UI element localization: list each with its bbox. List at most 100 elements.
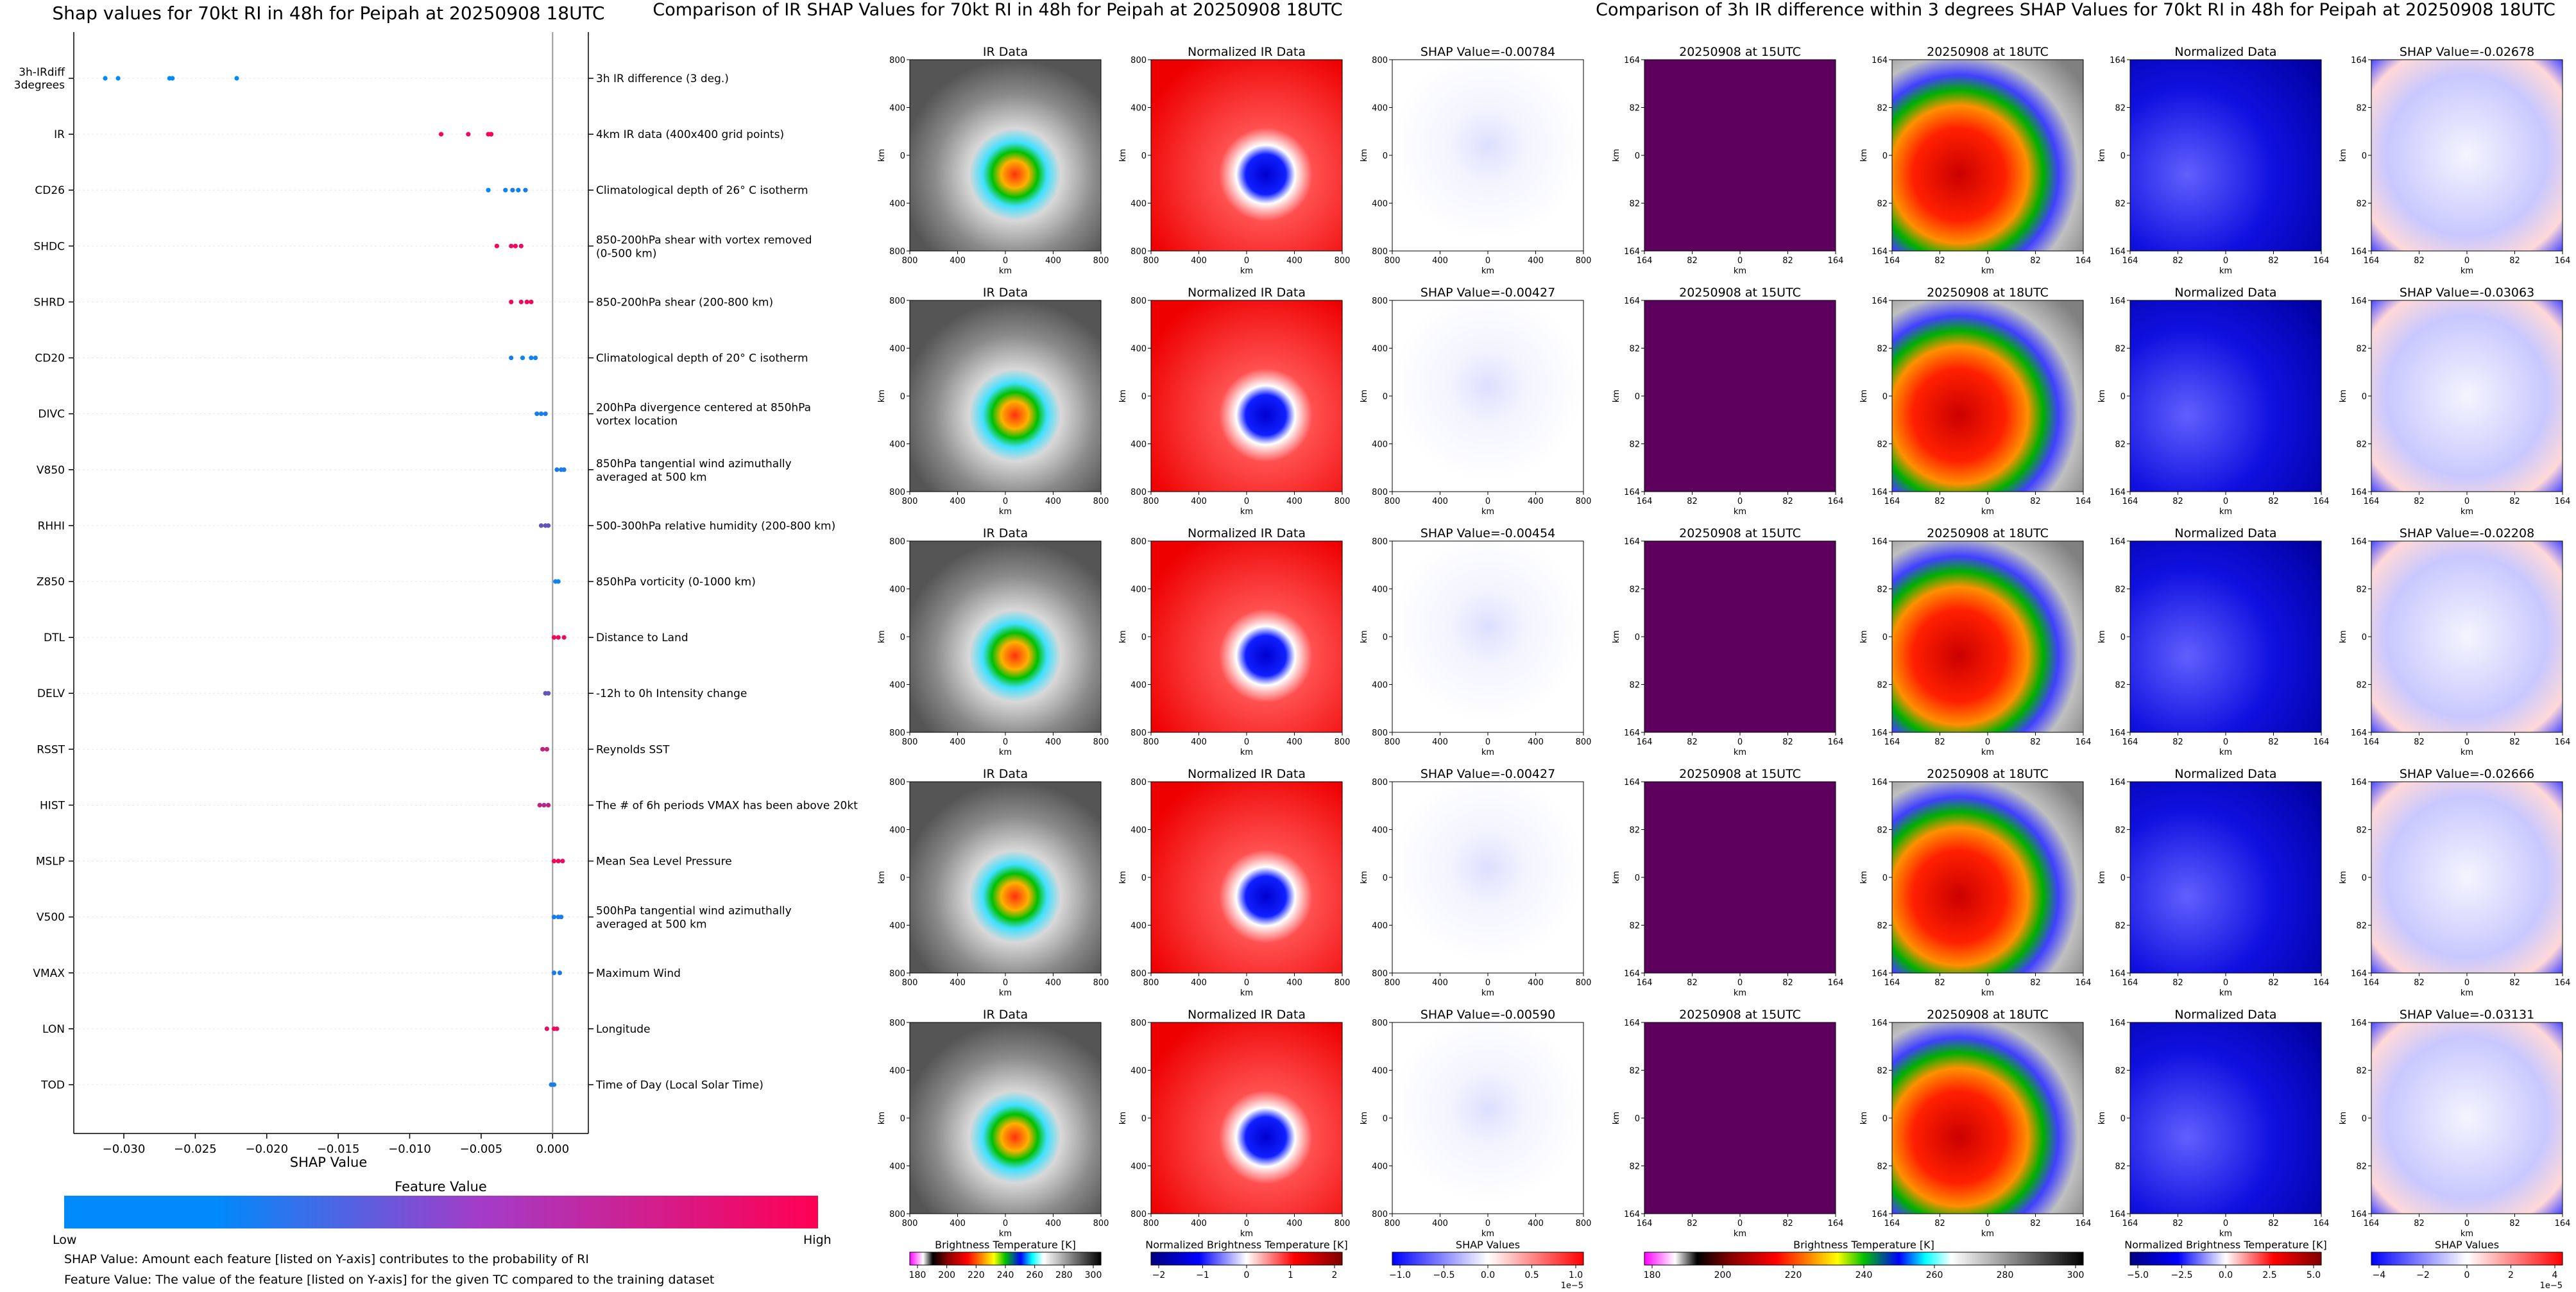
x-tick-label: 400 bbox=[1191, 737, 1207, 747]
x-tick-label: 82 bbox=[2509, 978, 2520, 988]
y-tick-label: 0 bbox=[2362, 151, 2367, 161]
y-tick-label: 82 bbox=[2356, 440, 2367, 450]
y-tick-label: 0 bbox=[2120, 874, 2126, 883]
y-tick-label: 0 bbox=[900, 874, 905, 883]
x-tick-label: 164 bbox=[1637, 737, 1653, 747]
x-tick-label: 0 bbox=[2223, 1219, 2228, 1228]
y-tick-label: 0 bbox=[2362, 1114, 2367, 1124]
x-tick-label: −0.010 bbox=[388, 1142, 431, 1156]
y-tick-label: 82 bbox=[2115, 826, 2126, 836]
colorbar-tick-label: 0 bbox=[2464, 1270, 2470, 1280]
y-axis-unit: km bbox=[1612, 1112, 1621, 1124]
x-tick-label: 400 bbox=[950, 978, 966, 988]
ir-shap-image-title: SHAP Value=-0.00427 bbox=[1420, 767, 1555, 781]
x-tick-label: 164 bbox=[2555, 737, 2571, 747]
shap-point bbox=[551, 635, 557, 640]
diff-panel: Comparison of 3h IR difference within 3 … bbox=[1596, 0, 2571, 1291]
diff-shap-image bbox=[2371, 1022, 2563, 1214]
y-tick-label: 400 bbox=[889, 200, 905, 209]
x-tick-label: 164 bbox=[2364, 737, 2380, 747]
y-tick-label: 400 bbox=[889, 681, 905, 691]
y-tick-label: 400 bbox=[1372, 1067, 1388, 1076]
y-tick-label: 0 bbox=[1635, 392, 1640, 402]
feature-description-label: 500hPa tangential wind azimuthally averag… bbox=[596, 905, 792, 931]
y-tick-label: 82 bbox=[2356, 345, 2367, 354]
shap-point bbox=[554, 467, 559, 472]
y-axis-unit: km bbox=[2097, 630, 2107, 643]
x-tick-label: 82 bbox=[2268, 737, 2279, 747]
y-axis-unit: km bbox=[1118, 630, 1128, 643]
x-tick-label: 400 bbox=[1045, 497, 1061, 506]
x-axis-unit: km bbox=[2219, 1229, 2232, 1239]
y-tick-label: 164 bbox=[1624, 247, 1640, 257]
x-tick-label: 164 bbox=[2555, 978, 2571, 988]
x-tick-label: 0 bbox=[1985, 978, 1990, 988]
feature-description-labels: 3h IR difference (3 deg.) 4km IR data (40… bbox=[588, 73, 858, 1092]
x-tick-label: 800 bbox=[1093, 256, 1109, 266]
x-tick-label: 0 bbox=[1985, 1219, 1990, 1228]
colorbar-tick-label: 260 bbox=[1026, 1270, 1043, 1280]
x-tick-label: 0 bbox=[1985, 497, 1990, 506]
x-axis-unit: km bbox=[2219, 748, 2232, 757]
note-shap-value: SHAP Value: Amount each feature [listed … bbox=[64, 1252, 589, 1266]
colorbar-gradient bbox=[1150, 1252, 1343, 1266]
x-tick-label: 164 bbox=[2122, 256, 2138, 266]
x-tick-label: 400 bbox=[1286, 497, 1302, 506]
x-tick-label: 400 bbox=[1432, 1219, 1448, 1228]
y-tick-label: 164 bbox=[2351, 488, 2367, 497]
colorbar-tick-label: 200 bbox=[1714, 1270, 1732, 1280]
y-tick-label: 164 bbox=[1624, 488, 1640, 497]
y-tick-label: 800 bbox=[1130, 969, 1147, 979]
x-tick-label: 0 bbox=[2464, 497, 2469, 506]
ir-panel-title: Comparison of IR SHAP Values for 70kt RI… bbox=[653, 0, 1342, 20]
y-tick-label: 82 bbox=[1877, 585, 1888, 595]
y-tick-label: 400 bbox=[1130, 200, 1147, 209]
ir-18utc-image-title: 20250908 at 18UTC bbox=[1927, 526, 2049, 540]
diff-shap-image-title: SHAP Value=-0.02678 bbox=[2400, 45, 2534, 59]
y-tick-label: 800 bbox=[1372, 488, 1388, 497]
y-tick-label: 0 bbox=[1635, 633, 1640, 642]
y-axis-unit: km bbox=[1859, 1112, 1869, 1124]
x-tick-label: 82 bbox=[2030, 737, 2041, 747]
shap-point bbox=[510, 187, 515, 193]
x-axis-unit: km bbox=[999, 748, 1012, 757]
x-axis-unit: km bbox=[1240, 1229, 1253, 1239]
x-tick-label: 164 bbox=[2364, 1219, 2380, 1228]
shap-point bbox=[551, 1082, 557, 1087]
x-tick-label: 400 bbox=[950, 737, 966, 747]
y-tick-label: 164 bbox=[1872, 56, 1888, 65]
y-tick-label: 82 bbox=[2115, 104, 2126, 114]
shap-point bbox=[546, 523, 551, 528]
feature-code-label: IR bbox=[54, 128, 65, 141]
y-axis-unit: km bbox=[2097, 1112, 2107, 1124]
y-tick-label: 82 bbox=[1877, 440, 1888, 450]
feature-code-label: Z850 bbox=[37, 576, 65, 589]
feature-code-label: V850 bbox=[37, 464, 65, 477]
y-tick-label: 800 bbox=[1372, 56, 1388, 65]
shap-point bbox=[503, 187, 508, 193]
y-tick-label: 800 bbox=[1372, 1210, 1388, 1219]
y-tick-label: 164 bbox=[1624, 537, 1640, 547]
y-axis-unit: km bbox=[877, 630, 887, 643]
x-tick-label: 164 bbox=[2122, 737, 2138, 747]
x-tick-label: 400 bbox=[1286, 256, 1302, 266]
x-axis-unit: km bbox=[1240, 266, 1253, 276]
x-tick-label: 0 bbox=[1737, 256, 1743, 266]
shap-point bbox=[509, 243, 514, 248]
y-tick-label: 800 bbox=[889, 1019, 905, 1028]
feature-code-label: DTL bbox=[44, 632, 65, 644]
colorbar-high-label: High bbox=[803, 1233, 832, 1247]
colorbar-tick-label: 1.0 bbox=[1569, 1270, 1583, 1280]
x-tick-label: 82 bbox=[1687, 1219, 1698, 1228]
shap-point bbox=[540, 746, 545, 752]
x-axis-unit: km bbox=[999, 266, 1012, 276]
feature-value-colorbar bbox=[64, 1196, 818, 1228]
y-tick-label: 800 bbox=[1130, 728, 1147, 738]
x-tick-label: 164 bbox=[2122, 497, 2138, 506]
y-tick-label: 0 bbox=[1383, 633, 1388, 642]
feature-description-label: 850-200hPa shear (200-800 km) bbox=[596, 296, 773, 309]
x-tick-label: 82 bbox=[2268, 256, 2279, 266]
y-tick-label: 800 bbox=[889, 1210, 905, 1219]
shap-point bbox=[170, 76, 175, 81]
x-axis-unit: km bbox=[1981, 988, 1994, 998]
